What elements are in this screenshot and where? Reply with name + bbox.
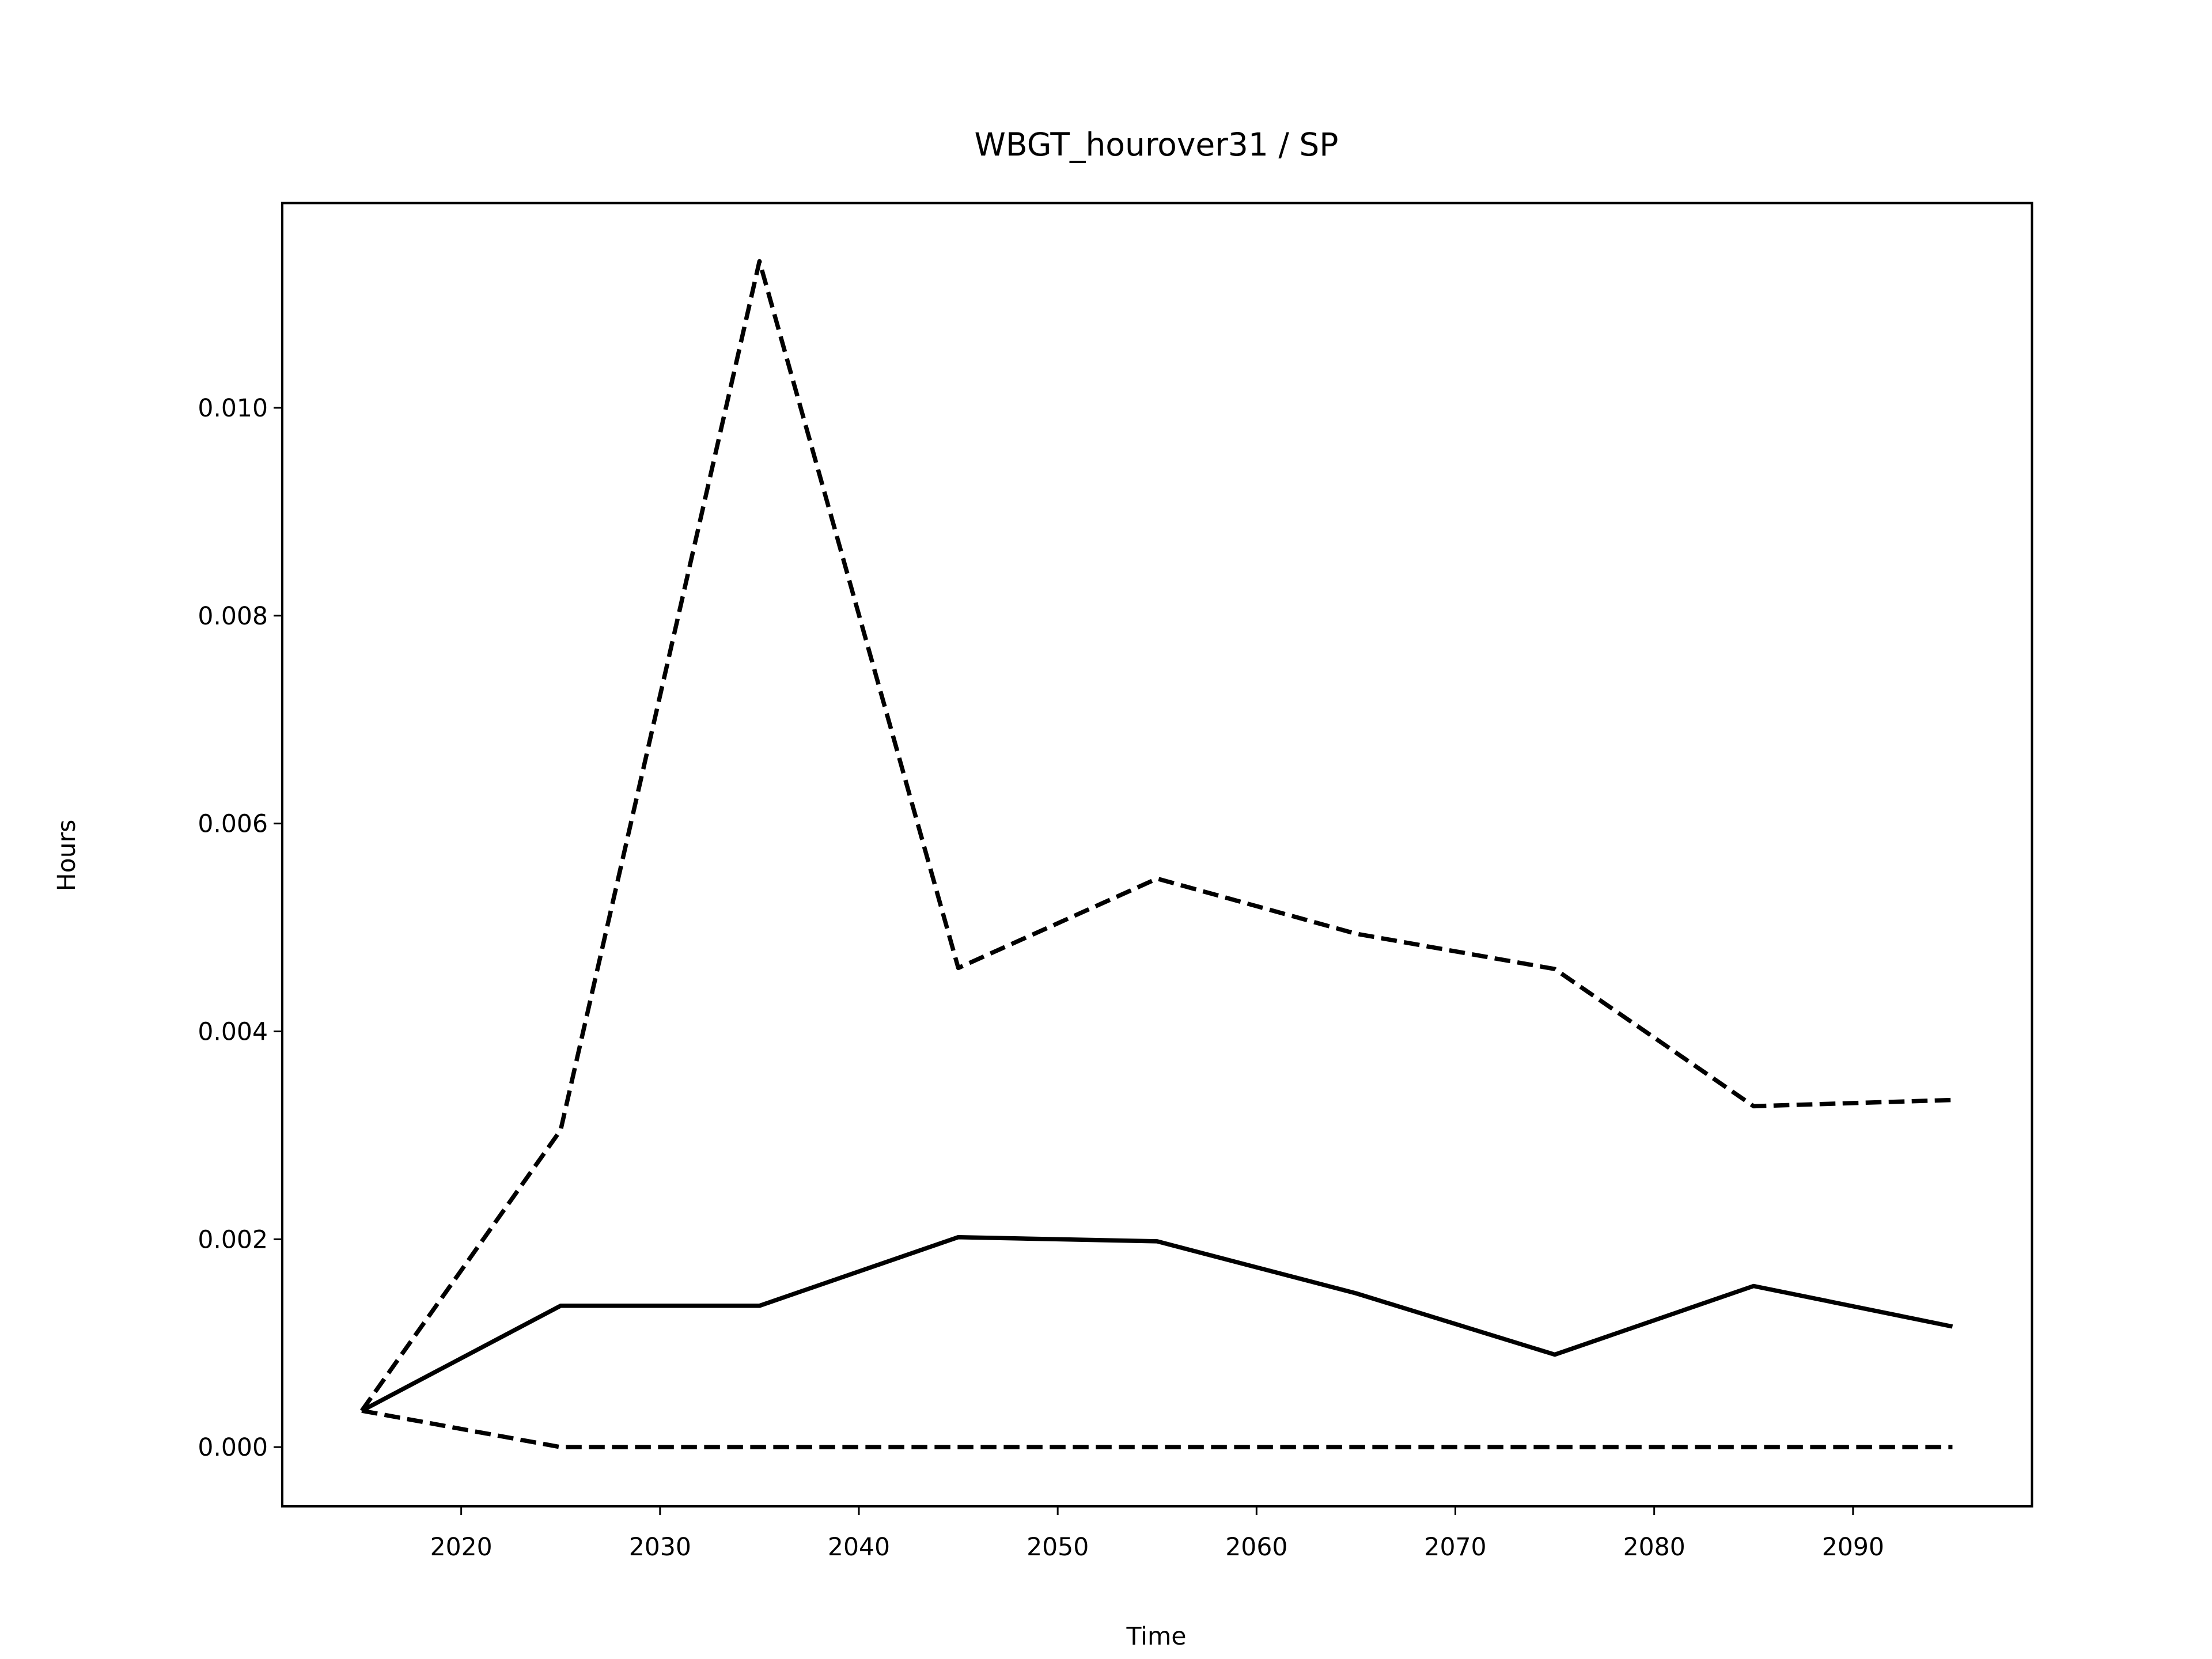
x-tick-label: 2060 — [1225, 1533, 1287, 1562]
y-tick-label: 0.000 — [198, 1434, 268, 1462]
y-tick-label: 0.010 — [198, 395, 268, 423]
x-tick-label: 2030 — [629, 1533, 691, 1562]
y-tick-label: 0.004 — [198, 1018, 268, 1046]
x-tick-label: 2090 — [1822, 1533, 1884, 1562]
y-axis-label: Hours — [53, 820, 81, 892]
line — [361, 1408, 1953, 1449]
y-tick-label: 0.006 — [198, 810, 268, 839]
x-tick-label: 2020 — [430, 1533, 493, 1562]
chart-title: WBGT_hourover31 / SP — [975, 126, 1339, 163]
x-tick-label: 2040 — [828, 1533, 890, 1562]
line — [361, 1234, 1953, 1413]
plot-frame — [281, 202, 2033, 1508]
y-tick-label: 0.002 — [198, 1226, 268, 1254]
x-tick-label: 2050 — [1027, 1533, 1089, 1562]
x-tick-label: 2080 — [1623, 1533, 1685, 1562]
y-tick-label: 0.008 — [198, 603, 268, 631]
x-tick-label: 2070 — [1424, 1533, 1486, 1562]
x-axis-label: Time — [1126, 1623, 1186, 1651]
line — [360, 259, 1953, 1412]
